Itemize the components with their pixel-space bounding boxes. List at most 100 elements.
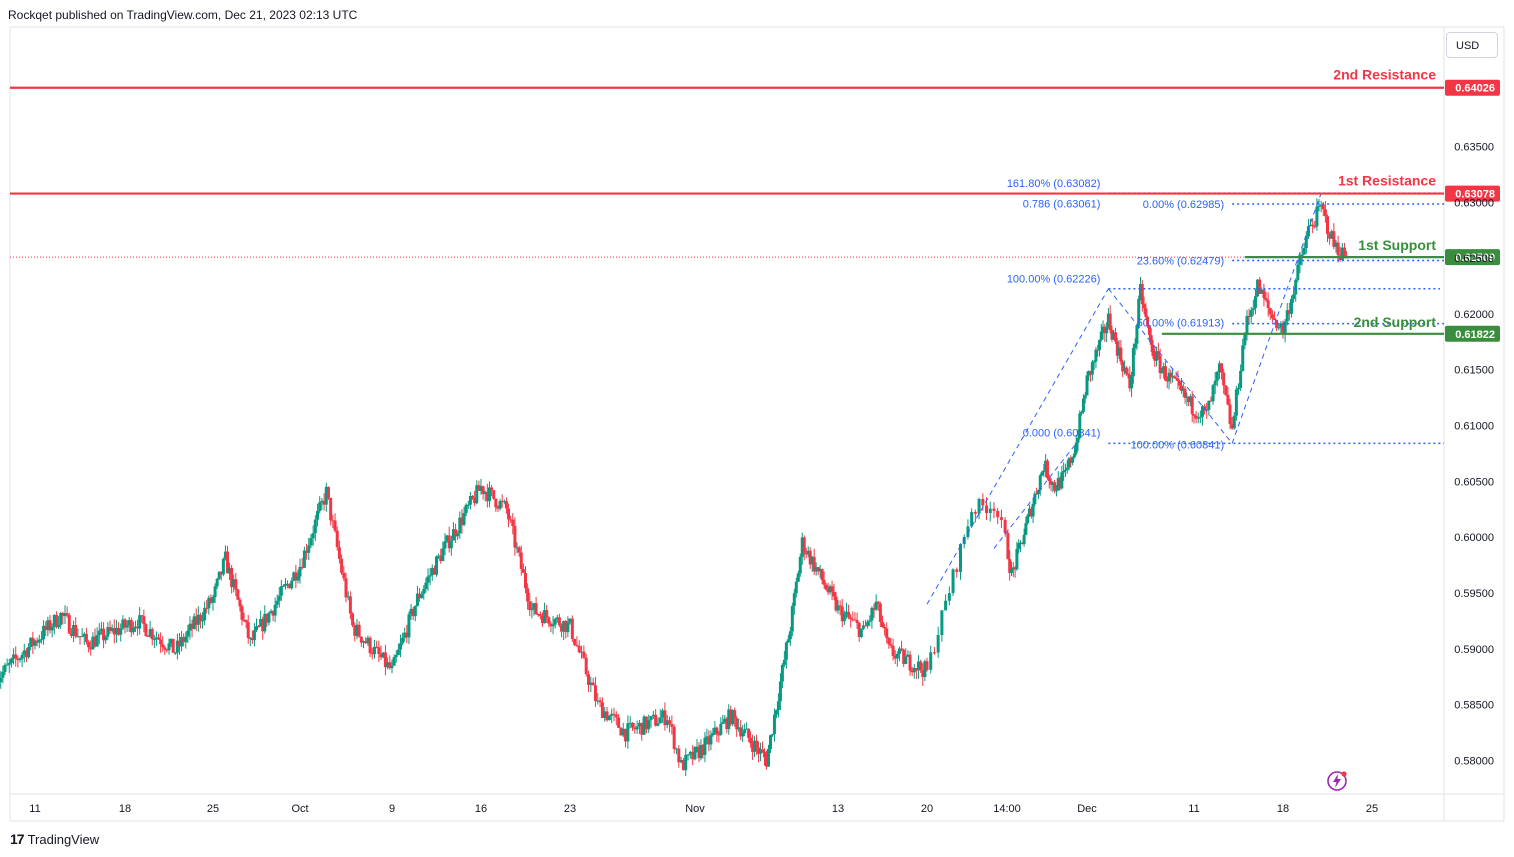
candle-body xyxy=(874,601,878,610)
candle-body xyxy=(929,652,933,670)
candle-body xyxy=(786,639,790,643)
candle-body xyxy=(1101,326,1105,332)
candle-body xyxy=(173,652,177,654)
candle-body xyxy=(925,661,929,670)
fib-projection-leg xyxy=(1108,288,1233,444)
candle-body xyxy=(1302,248,1306,255)
candle-body xyxy=(853,619,857,621)
candle-body xyxy=(294,572,298,581)
candle-body xyxy=(830,586,834,592)
candle-body xyxy=(1224,385,1228,395)
candle-body xyxy=(644,716,648,730)
candle-body xyxy=(458,517,462,534)
candle-body xyxy=(575,644,579,646)
candle-body xyxy=(394,654,398,658)
candle-body xyxy=(401,637,405,644)
candle-body xyxy=(277,595,281,601)
fib-label: 161.80% (0.63082) xyxy=(1007,178,1101,190)
fib-projection-leg xyxy=(993,443,1077,549)
candle-body xyxy=(1245,315,1249,334)
candle-body xyxy=(566,622,570,633)
candle-body xyxy=(286,583,290,585)
candle-body xyxy=(624,728,628,742)
candle-body xyxy=(796,573,800,582)
candle-body xyxy=(473,498,477,504)
candle-body xyxy=(695,746,699,748)
candle-body xyxy=(617,717,621,728)
candle-body xyxy=(538,614,542,616)
candle-body xyxy=(146,635,150,637)
candle-body xyxy=(955,569,959,572)
candle-body xyxy=(1124,367,1128,374)
candle-body xyxy=(16,658,20,661)
candle-body xyxy=(1071,457,1075,463)
candle-body xyxy=(420,593,424,599)
candle-body xyxy=(29,637,33,648)
candle-body xyxy=(591,682,595,686)
candle-body xyxy=(600,702,604,719)
candle-body xyxy=(731,710,735,725)
candle-body xyxy=(684,754,688,771)
candle-body xyxy=(502,500,506,502)
candle-body xyxy=(872,607,876,610)
candle-body xyxy=(1247,315,1251,317)
candle-body xyxy=(633,727,637,730)
candle-body xyxy=(838,605,842,607)
candle-body xyxy=(824,584,828,590)
candle-body xyxy=(226,551,229,574)
candle-body xyxy=(188,623,192,631)
candle-body xyxy=(847,611,851,618)
candle-body xyxy=(790,606,794,632)
candle-body xyxy=(65,613,69,616)
candle-body xyxy=(161,644,165,648)
candle-body xyxy=(707,736,711,745)
candle-body xyxy=(536,614,540,616)
candle-body xyxy=(76,636,80,638)
candle-body xyxy=(496,507,500,509)
candle-body xyxy=(447,535,451,549)
candle-body xyxy=(763,751,767,758)
fib-label: 100.00% (0.62226) xyxy=(1007,274,1101,286)
candle-body xyxy=(311,533,315,539)
candle-body xyxy=(540,615,544,624)
candle-body xyxy=(966,526,970,538)
currency-button[interactable]: USD xyxy=(1446,32,1498,58)
candle-body xyxy=(50,626,54,631)
candle-body xyxy=(1296,264,1300,280)
candle-body xyxy=(117,627,121,635)
candle-body xyxy=(409,608,413,615)
tradingview-logo[interactable]: 17 TradingView xyxy=(10,831,99,847)
candle-body xyxy=(1178,381,1182,386)
candle-body xyxy=(526,588,530,602)
candle-body xyxy=(770,734,774,736)
candle-body xyxy=(1226,394,1230,405)
candle-body xyxy=(842,613,846,622)
lightning-bolt-icon[interactable] xyxy=(1325,769,1349,793)
candle-body xyxy=(78,636,82,638)
candle-body xyxy=(944,600,948,611)
candle-body xyxy=(1117,347,1121,356)
candle-body xyxy=(460,517,464,525)
candle-body xyxy=(483,491,487,494)
candle-body xyxy=(1144,308,1148,317)
candle-body xyxy=(316,511,320,520)
candle-body xyxy=(22,650,26,655)
level-price-tag-label: 0.64026 xyxy=(1455,83,1495,95)
candle-body xyxy=(906,654,910,657)
candle-body xyxy=(1006,533,1010,559)
candle-body xyxy=(1108,313,1112,331)
candle-body xyxy=(739,727,743,737)
candle-body xyxy=(1060,472,1064,489)
candle-body xyxy=(555,617,559,619)
candle-body xyxy=(1105,327,1109,334)
candle-body xyxy=(449,540,453,549)
candle-body xyxy=(97,630,101,636)
candle-body xyxy=(1283,321,1287,335)
candle-body xyxy=(1258,279,1262,294)
candle-body xyxy=(1,671,5,678)
candle-body xyxy=(699,744,703,759)
time-tick-label: 25 xyxy=(1366,803,1378,815)
candle-body xyxy=(129,620,133,633)
candle-body xyxy=(1026,515,1030,524)
